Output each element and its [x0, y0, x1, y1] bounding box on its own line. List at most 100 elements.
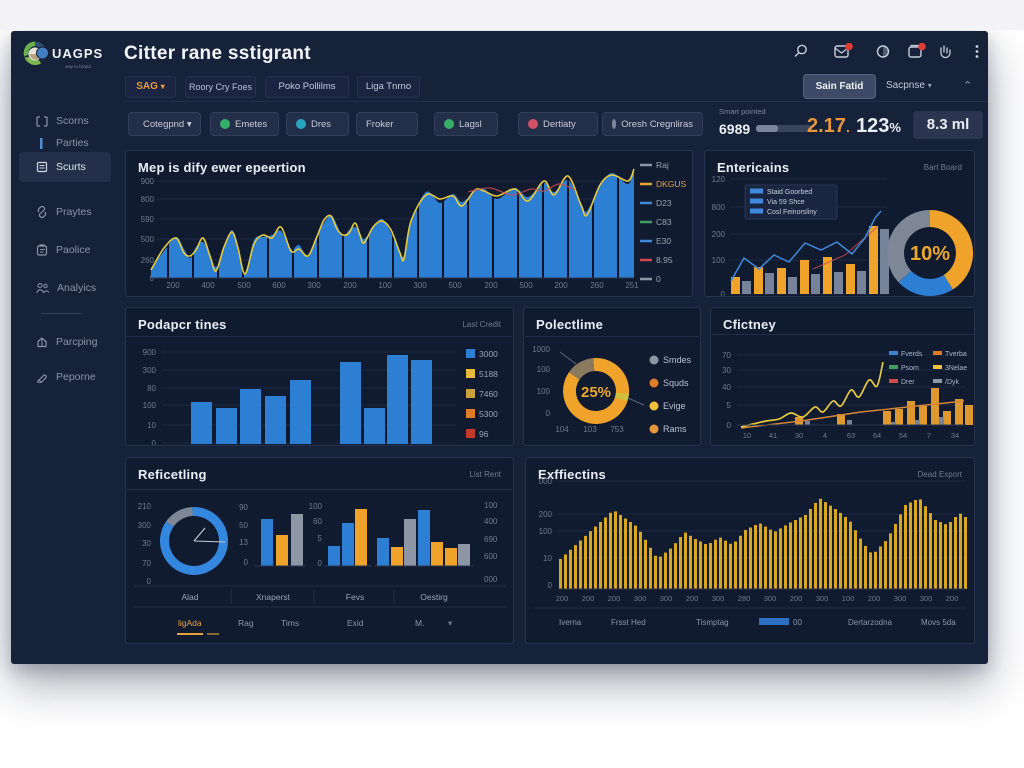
svg-text:800: 800: [712, 203, 726, 212]
svg-text:DKGUS: DKGUS: [656, 179, 687, 189]
svg-text:C83: C83: [656, 217, 672, 227]
svg-text:690: 690: [484, 535, 498, 544]
svg-text:Tismptag: Tismptag: [696, 618, 729, 627]
svg-text:1000: 1000: [532, 345, 550, 354]
svg-text:590: 590: [141, 215, 155, 224]
svg-text:100: 100: [539, 527, 553, 536]
svg-text:M.: M.: [415, 618, 424, 628]
svg-text:Oestirg: Oestirg: [420, 592, 448, 602]
svg-text:260: 260: [590, 281, 604, 290]
svg-text:8.95: 8.95: [656, 255, 673, 265]
svg-text:5: 5: [727, 401, 732, 410]
svg-text:200: 200: [582, 594, 595, 603]
svg-text:Xnaperst: Xnaperst: [256, 592, 291, 602]
svg-text:300: 300: [816, 594, 829, 603]
svg-text:0: 0: [147, 577, 152, 586]
svg-text:260: 260: [141, 256, 155, 265]
svg-text:000: 000: [539, 477, 553, 486]
svg-text:10%: 10%: [910, 243, 950, 265]
svg-text:200: 200: [554, 281, 568, 290]
svg-text:50: 50: [239, 521, 248, 530]
svg-text:900: 900: [143, 348, 157, 357]
svg-text:400: 400: [201, 281, 215, 290]
svg-text:Rag: Rag: [238, 618, 254, 628]
svg-text:200: 200: [556, 594, 569, 603]
svg-text:5188: 5188: [479, 369, 498, 379]
svg-text:Tverba: Tverba: [945, 351, 967, 358]
svg-text:600: 600: [272, 281, 286, 290]
svg-text:251: 251: [625, 281, 639, 290]
svg-text:120: 120: [712, 175, 726, 184]
svg-text:0: 0: [721, 290, 726, 296]
svg-text:100: 100: [143, 401, 157, 410]
svg-text:0: 0: [152, 439, 157, 445]
svg-text:96: 96: [479, 429, 489, 439]
svg-text:0: 0: [727, 421, 732, 430]
svg-text:D23: D23: [656, 198, 672, 208]
svg-text:0: 0: [656, 274, 661, 284]
svg-text:7: 7: [927, 431, 931, 440]
svg-text:10: 10: [743, 431, 751, 440]
svg-text:200: 200: [343, 281, 357, 290]
svg-text:500: 500: [237, 281, 251, 290]
svg-text:Exid: Exid: [347, 618, 364, 628]
svg-text:300: 300: [764, 594, 777, 603]
svg-text:Fverds: Fverds: [901, 351, 923, 358]
svg-text:30: 30: [722, 366, 731, 375]
svg-text:Fevs: Fevs: [346, 592, 364, 602]
svg-text:200: 200: [166, 281, 180, 290]
svg-text:Rams: Rams: [663, 424, 687, 434]
svg-text:0: 0: [546, 409, 551, 418]
svg-text:300: 300: [894, 594, 907, 603]
svg-text:30: 30: [142, 539, 151, 548]
svg-text:10: 10: [543, 554, 552, 563]
svg-text:200: 200: [946, 594, 959, 603]
svg-text:300: 300: [143, 366, 157, 375]
svg-text:300: 300: [307, 281, 321, 290]
svg-text:210: 210: [138, 502, 152, 511]
svg-text:200: 200: [686, 594, 699, 603]
svg-text:70: 70: [722, 351, 731, 360]
svg-text:100: 100: [712, 256, 726, 265]
svg-text:500: 500: [141, 235, 155, 244]
svg-text:100: 100: [537, 365, 551, 374]
svg-text:200: 200: [868, 594, 881, 603]
svg-text:300: 300: [660, 594, 673, 603]
svg-text:300: 300: [413, 281, 427, 290]
svg-text:Evige: Evige: [663, 401, 686, 411]
svg-text:280: 280: [738, 594, 751, 603]
svg-text:41: 41: [769, 431, 777, 440]
svg-text:500: 500: [519, 281, 533, 290]
svg-text:13: 13: [239, 538, 248, 547]
svg-text:5: 5: [318, 534, 323, 543]
svg-text:Staid Goorbed: Staid Goorbed: [767, 189, 812, 196]
svg-text:300: 300: [138, 521, 152, 530]
svg-text:Squds: Squds: [663, 378, 689, 388]
svg-text:30: 30: [795, 431, 803, 440]
svg-text:000: 000: [484, 575, 498, 584]
svg-text:00: 00: [793, 618, 802, 627]
svg-text:Iverna: Iverna: [559, 618, 582, 627]
svg-text:200: 200: [484, 281, 498, 290]
svg-text:100: 100: [537, 387, 551, 396]
svg-text:/Dyk: /Dyk: [945, 379, 960, 386]
svg-text:34: 34: [951, 431, 959, 440]
svg-text:Smdes: Smdes: [663, 355, 692, 365]
svg-text:Drer: Drer: [901, 379, 915, 386]
svg-text:54: 54: [899, 431, 907, 440]
svg-text:800: 800: [141, 195, 155, 204]
svg-text:7460: 7460: [479, 389, 498, 399]
svg-text:Cosl Feinorsliny: Cosl Feinorsliny: [767, 209, 817, 216]
svg-text:Frsst Hed: Frsst Hed: [611, 618, 646, 627]
svg-text:753: 753: [610, 425, 624, 434]
svg-text:▾: ▾: [448, 618, 453, 628]
svg-text:600: 600: [484, 552, 498, 561]
svg-text:400: 400: [484, 517, 498, 526]
svg-text:10: 10: [147, 421, 156, 430]
svg-text:63: 63: [847, 431, 855, 440]
svg-text:100: 100: [842, 594, 855, 603]
svg-text:3Nelae: 3Nelae: [945, 365, 967, 372]
svg-text:300: 300: [634, 594, 647, 603]
svg-text:40: 40: [722, 383, 731, 392]
svg-text:Tims: Tims: [281, 618, 299, 628]
